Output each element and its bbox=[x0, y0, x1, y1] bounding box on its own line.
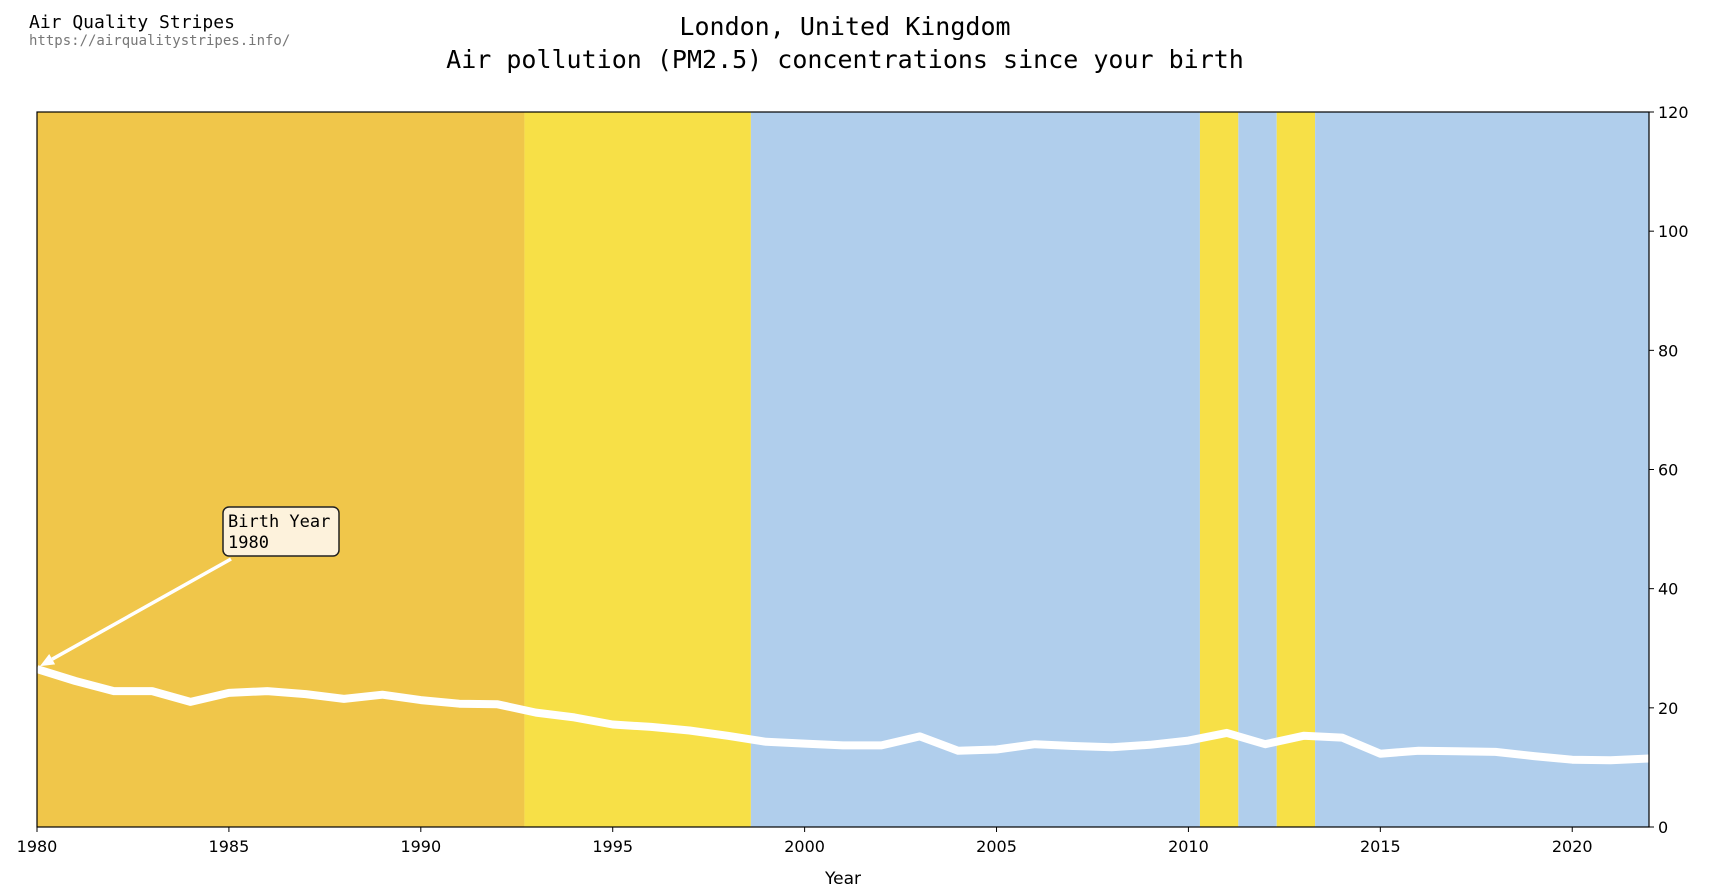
x-tick-label-1995: 1995 bbox=[592, 837, 633, 856]
stripe-2 bbox=[750, 112, 1200, 827]
stripe-4 bbox=[1238, 112, 1277, 827]
data-point-2000 bbox=[803, 742, 806, 745]
data-point-1981 bbox=[74, 680, 77, 683]
data-point-1994 bbox=[573, 716, 576, 719]
data-point-2015 bbox=[1379, 752, 1382, 755]
birth-year-annotation: Birth Year 1980 bbox=[40, 506, 340, 667]
y-tick-label-20: 20 bbox=[1658, 699, 1678, 718]
data-point-2005 bbox=[995, 748, 998, 751]
data-point-1992 bbox=[496, 703, 499, 706]
data-point-1997 bbox=[688, 729, 691, 732]
annotation-line-2: 1980 bbox=[228, 533, 269, 553]
y-tick-label-60: 60 bbox=[1658, 461, 1678, 480]
data-point-1990 bbox=[419, 699, 422, 702]
y-tick-label-40: 40 bbox=[1658, 580, 1678, 599]
data-point-1986 bbox=[266, 690, 269, 693]
data-point-2014 bbox=[1340, 736, 1343, 739]
stripe-5 bbox=[1276, 112, 1316, 827]
data-point-2009 bbox=[1149, 743, 1152, 746]
data-point-2007 bbox=[1072, 744, 1075, 747]
annotation-line-1: Birth Year bbox=[228, 512, 330, 532]
brand-name: Air Quality Stripes bbox=[29, 12, 235, 33]
x-tick-label-2005: 2005 bbox=[976, 837, 1017, 856]
data-point-2010 bbox=[1187, 739, 1190, 742]
y-axis: 0 20 40 60 80 100 120 bbox=[1649, 103, 1689, 837]
data-point-1987 bbox=[304, 693, 307, 696]
chart-titles: London, United Kingdom Air pollution (PM… bbox=[0, 10, 1690, 76]
data-point-2008 bbox=[1110, 746, 1113, 749]
chart-subtitle: Air pollution (PM2.5) concentrations sin… bbox=[446, 45, 1244, 74]
annotation-box bbox=[222, 506, 340, 557]
annotation-arrow-head bbox=[40, 653, 56, 667]
data-point-2011 bbox=[1225, 731, 1228, 734]
y-tick-label-0: 0 bbox=[1658, 818, 1668, 837]
x-tick-label-2010: 2010 bbox=[1168, 837, 1209, 856]
data-point-2017 bbox=[1456, 750, 1459, 753]
data-point-2001 bbox=[842, 744, 844, 747]
brand-url: https://airqualitystripes.info/ bbox=[29, 33, 291, 49]
x-tick-label-2000: 2000 bbox=[784, 837, 825, 856]
data-point-1993 bbox=[534, 711, 537, 714]
x-tick-label-1980: 1980 bbox=[17, 837, 58, 856]
data-point-2018 bbox=[1494, 750, 1497, 753]
data-point-2016 bbox=[1417, 749, 1420, 752]
data-point-1988 bbox=[343, 697, 346, 700]
x-tick-label-2015: 2015 bbox=[1360, 837, 1401, 856]
brand: Air Quality Stripes https://airqualityst… bbox=[29, 12, 290, 48]
data-point-1996 bbox=[650, 725, 653, 728]
x-tick-label-1985: 1985 bbox=[209, 837, 250, 856]
data-point-1982 bbox=[112, 690, 115, 693]
stripe-1 bbox=[524, 112, 751, 827]
data-point-2013 bbox=[1302, 734, 1305, 737]
y-tick-label-80: 80 bbox=[1658, 341, 1678, 360]
data-point-1991 bbox=[458, 702, 461, 705]
data-point-1984 bbox=[189, 700, 192, 703]
data-point-2020 bbox=[1571, 758, 1574, 761]
y-tick-label-120: 120 bbox=[1658, 103, 1689, 122]
data-point-1989 bbox=[381, 693, 384, 696]
data-point-1985 bbox=[227, 691, 230, 694]
data-point-2003 bbox=[918, 735, 921, 738]
annotation-arrow-line bbox=[51, 557, 232, 661]
data-point-1998 bbox=[726, 734, 729, 737]
data-point-2012 bbox=[1264, 743, 1267, 746]
data-point-2019 bbox=[1532, 755, 1535, 758]
stripe-3 bbox=[1199, 112, 1239, 827]
stripe-0 bbox=[37, 112, 525, 827]
data-point-1995 bbox=[611, 723, 614, 726]
chart-title: London, United Kingdom bbox=[679, 12, 1011, 41]
data-point-2021 bbox=[1609, 759, 1612, 762]
x-axis-title: Year bbox=[824, 869, 861, 889]
data-point-1999 bbox=[765, 740, 768, 743]
data-point-2002 bbox=[880, 744, 883, 747]
y-tick-label-100: 100 bbox=[1658, 222, 1689, 241]
stripes-layer bbox=[37, 112, 1649, 827]
stripe-6 bbox=[1315, 112, 1649, 827]
data-point-2006 bbox=[1033, 743, 1036, 746]
data-point-2004 bbox=[957, 749, 960, 752]
x-tick-label-1990: 1990 bbox=[400, 837, 441, 856]
x-tick-label-2020: 2020 bbox=[1552, 837, 1593, 856]
x-axis: 1980 1985 1990 1995 2000 2005 2010 2015 2020 bbox=[17, 827, 1593, 856]
data-point-1983 bbox=[151, 690, 154, 693]
line-layer bbox=[37, 665, 1649, 765]
